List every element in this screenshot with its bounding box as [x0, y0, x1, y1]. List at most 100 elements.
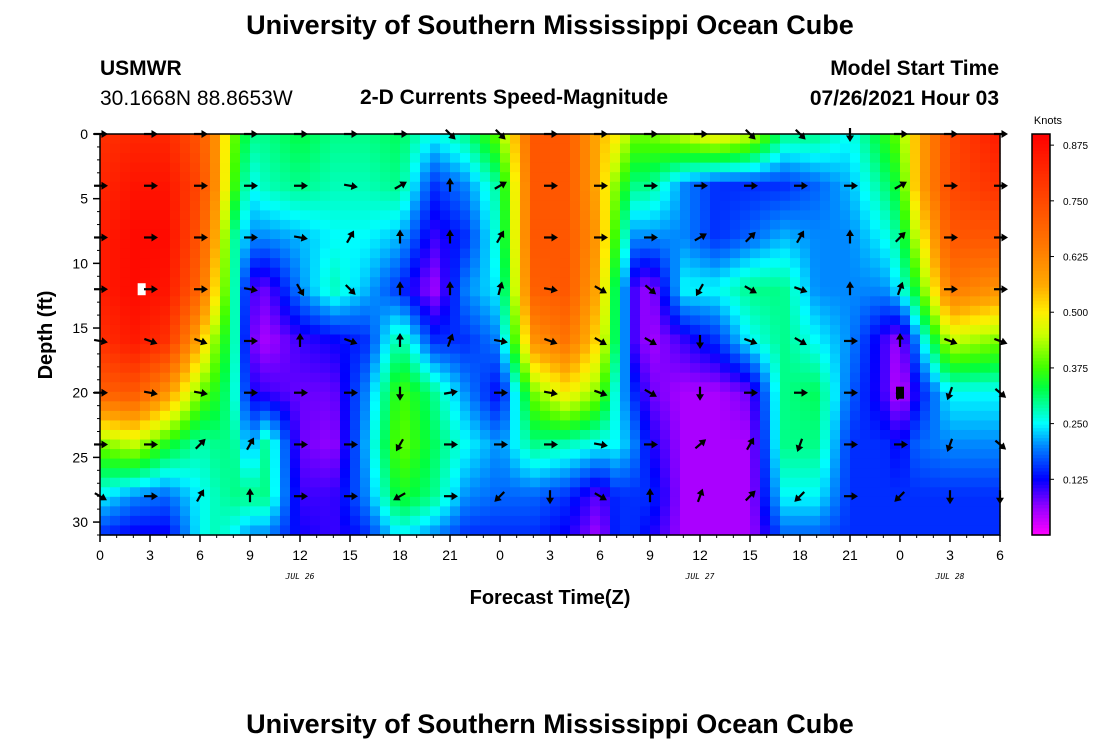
heatmap-cell: [410, 134, 421, 145]
heatmap-cell: [470, 267, 481, 278]
heatmap-cell: [280, 468, 291, 479]
heatmap-cell: [590, 248, 601, 259]
heatmap-cell: [330, 143, 341, 154]
heatmap-cell: [320, 496, 331, 507]
heatmap-cell: [670, 372, 681, 383]
heatmap-cell: [960, 172, 971, 183]
heatmap-cell: [360, 267, 371, 278]
heatmap-cell: [480, 496, 491, 507]
heatmap-cell: [900, 525, 911, 536]
colorbar-segment: [1032, 391, 1050, 396]
heatmap-cell: [750, 315, 761, 326]
heatmap-cell: [860, 162, 871, 173]
heatmap-cell: [690, 477, 701, 488]
heatmap-cell: [330, 162, 341, 173]
heatmap-cell: [810, 277, 821, 288]
heatmap-cell: [360, 258, 371, 269]
heatmap-cell: [240, 267, 251, 278]
heatmap-cell: [400, 506, 411, 517]
heatmap-cell: [940, 420, 951, 431]
heatmap-cell: [200, 134, 211, 145]
heatmap-cell: [320, 515, 331, 527]
heatmap-cell: [400, 229, 411, 240]
heatmap-cell: [370, 458, 381, 469]
heatmap-cell: [490, 239, 501, 250]
heatmap-cell: [370, 324, 381, 336]
heatmap-cell: [490, 449, 501, 460]
heatmap-cell: [730, 496, 741, 507]
heatmap-cell: [110, 134, 121, 145]
heatmap-cell: [670, 277, 681, 288]
heatmap-cell: [880, 219, 891, 231]
heatmap-cell: [200, 449, 211, 460]
current-vector-arrow: [343, 182, 358, 190]
heatmap-cell: [590, 191, 601, 202]
heatmap-cell: [740, 372, 751, 383]
heatmap-cell: [240, 305, 251, 317]
heatmap-cell: [330, 487, 341, 498]
heatmap-cell: [290, 143, 301, 154]
heatmap-cell: [970, 468, 981, 479]
heatmap-cell: [950, 468, 961, 479]
heatmap-cell: [160, 410, 171, 422]
heatmap-cell: [670, 305, 681, 317]
heatmap-cell: [390, 410, 401, 422]
heatmap-cell: [130, 468, 141, 479]
heatmap-cell: [970, 449, 981, 460]
heatmap-cell: [960, 239, 971, 250]
heatmap-cell: [760, 477, 771, 488]
heatmap-cell: [370, 410, 381, 422]
heatmap-cell: [470, 420, 481, 431]
heatmap-cell: [550, 172, 561, 183]
heatmap-cell: [280, 229, 291, 240]
heatmap-cell: [310, 210, 321, 221]
heatmap-cell: [150, 458, 161, 469]
heatmap-cell: [480, 296, 491, 307]
heatmap-cell: [970, 210, 981, 221]
heatmap-cell: [380, 506, 391, 517]
heatmap-cell: [260, 363, 271, 374]
heatmap-cell: [570, 506, 581, 517]
heatmap-cell: [860, 239, 871, 250]
heatmap-cell: [760, 496, 771, 507]
heatmap-cell: [300, 315, 311, 326]
heatmap-cell: [400, 324, 411, 336]
heatmap-cell: [420, 200, 431, 211]
heatmap-cell: [100, 162, 111, 173]
heatmap-cell: [210, 181, 221, 192]
heatmap-cell: [650, 487, 661, 498]
heatmap-cell: [860, 134, 871, 145]
heatmap-cell: [400, 239, 411, 250]
heatmap-cell: [520, 334, 531, 345]
colorbar-segment: [1032, 458, 1050, 463]
heatmap-cell: [450, 200, 461, 211]
heatmap-cell: [310, 477, 321, 488]
heatmap-cell: [140, 410, 151, 422]
heatmap-cell: [750, 324, 761, 336]
heatmap-cell: [890, 248, 901, 259]
current-vector-arrow: [193, 389, 208, 397]
heatmap-cell: [340, 210, 351, 221]
heatmap-cell: [530, 468, 541, 479]
heatmap-cell: [820, 239, 831, 250]
heatmap-cell: [360, 344, 371, 355]
current-vector-arrow: [346, 230, 355, 244]
heatmap-cell: [110, 191, 121, 202]
heatmap-cell: [910, 515, 921, 527]
heatmap-cell: [720, 267, 731, 278]
heatmap-cell: [250, 487, 261, 498]
heatmap-cell: [270, 153, 281, 164]
heatmap-cell: [540, 391, 551, 402]
heatmap-cell: [500, 334, 511, 345]
heatmap-cell: [760, 181, 771, 192]
colorbar-segment: [1032, 314, 1050, 319]
heatmap-cell: [230, 334, 241, 345]
heatmap-cell: [330, 496, 341, 507]
heatmap-cell: [130, 344, 141, 355]
heatmap-cell: [350, 468, 361, 479]
heatmap-cell: [150, 429, 161, 441]
heatmap-cell: [350, 458, 361, 469]
heatmap-cell: [830, 162, 841, 173]
heatmap-cell: [640, 153, 651, 164]
heatmap-cell: [750, 525, 761, 536]
